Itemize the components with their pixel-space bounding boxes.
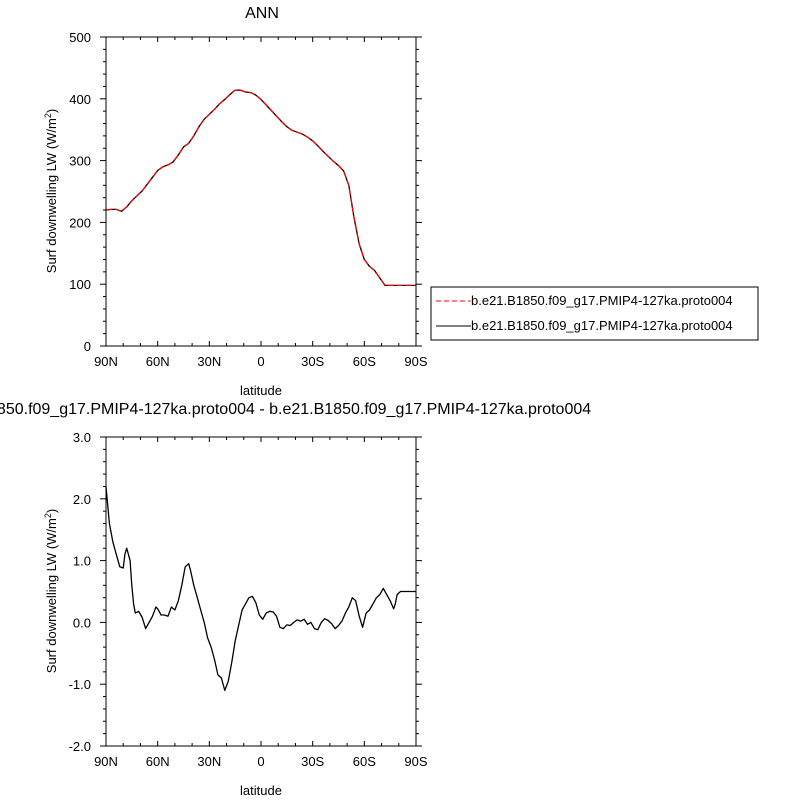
plot-frame — [105, 436, 417, 747]
tick-marks — [100, 36, 422, 347]
tick-marks — [100, 436, 422, 747]
y-tick-label: 3.0 — [73, 430, 91, 445]
y-tick-label: 100 — [69, 277, 91, 292]
series-lines — [105, 486, 416, 692]
x-tick-label: 60N — [146, 354, 170, 369]
chart-title: b.e21.B1850.f09_g17.PMIP4-127ka.proto004… — [0, 401, 591, 418]
y-tick-label: 300 — [69, 154, 91, 169]
x-tick-label: 60N — [146, 754, 170, 769]
x-tick-label: 90N — [94, 754, 118, 769]
x-axis-label: latitude — [240, 383, 282, 398]
series-lines — [105, 89, 416, 287]
y-tick-label: 2.0 — [73, 492, 91, 507]
series-line-dashed-red — [105, 89, 416, 287]
y-tick-label: 500 — [69, 30, 91, 45]
x-tick-label: 0 — [257, 354, 264, 369]
tick-labels: 90N 60N 30N 0 30S 60S 90S -2.0 -1.0 0.0 1.0 2.0 3.0 — [69, 430, 428, 769]
y-axis-label: Surf downwelling LW (W/m2) — [43, 509, 59, 673]
legend: b.e21.B1850.f09_g17.PMIP4-127ka.proto004… — [430, 286, 759, 341]
chart-title: ANN — [245, 5, 279, 22]
legend-box — [430, 286, 759, 341]
y-tick-label: -2.0 — [69, 739, 91, 754]
plot-frame — [105, 36, 417, 347]
y-tick-label: 0.0 — [73, 615, 91, 630]
y-tick-label: 200 — [69, 215, 91, 230]
x-tick-label: 90S — [404, 754, 427, 769]
x-tick-label: 60S — [353, 354, 376, 369]
x-tick-label: 30S — [301, 754, 324, 769]
y-tick-label: 400 — [69, 92, 91, 107]
y-tick-label: -1.0 — [69, 677, 91, 692]
chart-annual-mean: ANN 90N 60N 30N 0 30S 60S 90S0100200300400500 … — [43, 5, 759, 398]
series-line-solid-black — [105, 89, 416, 287]
legend-label: b.e21.B1850.f09_g17.PMIP4-127ka.proto004 — [471, 293, 733, 308]
x-axis-label: latitude — [240, 783, 282, 798]
x-tick-label: 30N — [197, 354, 221, 369]
y-tick-label: 1.0 — [73, 554, 91, 569]
legend-label: b.e21.B1850.f09_g17.PMIP4-127ka.proto004 — [471, 318, 733, 333]
y-tick-label: 0 — [84, 339, 91, 354]
y-axis-label: Surf downwelling LW (W/m2) — [43, 109, 59, 273]
x-tick-label: 0 — [257, 754, 264, 769]
x-tick-label: 30N — [197, 754, 221, 769]
series-line-solid-black — [105, 486, 416, 692]
x-tick-label: 90S — [404, 354, 427, 369]
x-tick-label: 60S — [353, 754, 376, 769]
tick-labels: 90N 60N 30N 0 30S 60S 90S 0 100 200 300 400 500 — [69, 30, 428, 369]
x-tick-label: 30S — [301, 354, 324, 369]
chart-difference: b.e21.B1850.f09_g17.PMIP4-127ka.proto004… — [0, 401, 591, 798]
x-tick-label: 90N — [94, 354, 118, 369]
